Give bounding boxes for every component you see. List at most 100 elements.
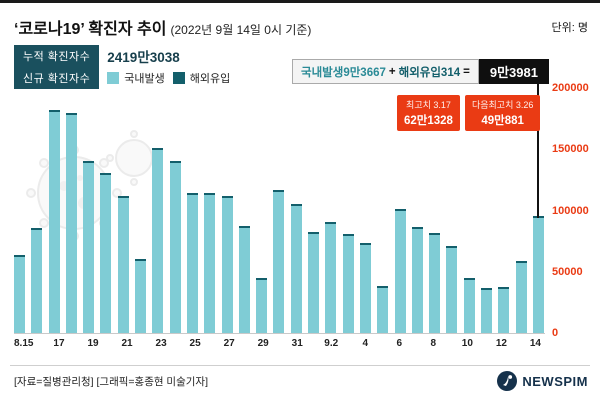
x-tick-8.29: 29 [257, 338, 269, 349]
x-tick-8.15: 8.15 [14, 338, 34, 349]
bar-8.16 [31, 228, 43, 333]
bar-9.11 [481, 288, 493, 333]
x-tick-8.31: 31 [291, 338, 303, 349]
peak-2-label: 다음최고치 3.26 [471, 100, 534, 110]
x-tick-9.6: 6 [396, 338, 403, 349]
footer-divider [10, 365, 590, 366]
newspim-logo-text: NEWSPIM [522, 373, 588, 389]
x-tick-8.25: 25 [189, 338, 201, 349]
today-callout: 국내발생9만3667 + 해외유입314 = 9만3981 [292, 59, 549, 84]
bar-8.25 [186, 192, 198, 333]
x-tick-9.13 [510, 338, 527, 349]
bar-8.19 [83, 161, 95, 333]
bar-9.8 [429, 232, 441, 333]
x-tick-9.8: 8 [430, 338, 437, 349]
bar-8.17 [48, 110, 60, 333]
bar-8.27 [221, 195, 233, 333]
x-tick-8.22 [136, 338, 153, 349]
bar-9.10 [463, 278, 475, 333]
y-tick-50000: 50000 [552, 265, 583, 278]
bar-9.6 [394, 209, 406, 333]
y-tick-150000: 150000 [552, 143, 589, 156]
bar-8.26 [204, 193, 216, 333]
x-tick-8.27: 27 [223, 338, 235, 349]
x-tick-9.11 [476, 338, 493, 349]
bar-9.1 [308, 231, 320, 333]
bar-9.9 [446, 246, 458, 333]
callout-pointer-line [537, 84, 539, 218]
cumulative-value: 2419만3038 [107, 50, 180, 65]
header: ‘코로나19’ 확진자 추이 (2022년 9월 14일 0시 기준) [14, 15, 311, 39]
x-tick-8.21: 21 [121, 338, 133, 349]
bar-8.24 [169, 160, 181, 333]
x-tick-9.5 [374, 338, 391, 349]
newspim-logo: NEWSPIM [497, 371, 588, 391]
x-tick-9.12: 12 [495, 338, 507, 349]
callout-domestic: 국내발생9만3667 [301, 66, 386, 79]
x-tick-8.18 [68, 338, 85, 349]
callout-plus: + [388, 65, 396, 78]
x-tick-8.23: 23 [155, 338, 167, 349]
y-tick-0: 0 [552, 327, 559, 339]
page-title: ‘코로나19’ 확진자 추이 [14, 21, 167, 38]
x-tick-9.14: 14 [529, 338, 541, 349]
y-tick-100000: 100000 [552, 204, 589, 217]
x-tick-8.24 [170, 338, 187, 349]
cumulative-row: 누적 확진자수 2419만3038 [14, 45, 180, 67]
x-tick-9.3 [340, 338, 357, 349]
domestic-legend-label: 국내발생 [124, 73, 165, 85]
bar-8.28 [238, 226, 250, 333]
cumulative-badge: 누적 확진자수 [14, 45, 100, 67]
bar-8.23 [152, 147, 164, 333]
bar-8.31 [290, 204, 302, 333]
peak-annotations: 최고치 3.17 62만1328 다음최고치 3.26 49만881 [397, 95, 541, 131]
x-tick-8.28 [238, 338, 255, 349]
bar-8.15 [14, 255, 25, 333]
x-tick-9.2: 9.2 [324, 338, 339, 349]
bar-8.30 [273, 189, 285, 333]
bar-9.12 [498, 286, 510, 333]
x-axis-line [14, 333, 545, 334]
bar-9.14 [532, 216, 544, 333]
bar-8.18 [65, 112, 77, 333]
x-tick-9.10: 10 [461, 338, 473, 349]
peak-1-label: 최고치 3.17 [406, 100, 451, 110]
x-tick-9.9 [442, 338, 459, 349]
callout-equals: = [463, 65, 470, 78]
imported-swatch-icon [172, 72, 185, 84]
bar-9.4 [359, 243, 371, 333]
page-subtitle: (2022년 9월 14일 0시 기준) [170, 23, 312, 37]
bar-8.21 [117, 195, 129, 333]
y-axis: 0 50000 100000 150000 200000 [552, 82, 598, 339]
x-tick-8.20 [102, 338, 119, 349]
unit-label: 단위: 명 [551, 22, 588, 34]
new-cases-badge: 신규 확진자수 [14, 67, 100, 89]
x-tick-8.16 [33, 338, 50, 349]
imported-legend-label: 해외유입 [189, 73, 231, 85]
peak-box-2: 다음최고치 3.26 49만881 [464, 95, 541, 131]
bar-9.3 [342, 233, 354, 333]
x-tick-9.4: 4 [362, 338, 369, 349]
bar-8.20 [100, 172, 112, 333]
domestic-swatch-icon [107, 72, 120, 84]
x-tick-9.7 [408, 338, 425, 349]
bar-9.7 [411, 226, 423, 333]
peak-2-value: 49만881 [481, 115, 524, 127]
bar-9.13 [515, 261, 527, 333]
callout-imported: 해외유입314 [398, 66, 461, 79]
callout-total: 9만3981 [478, 59, 549, 84]
today-callout-box: 국내발생9만3667 + 해외유입314 = [292, 59, 479, 84]
bar-8.22 [135, 259, 147, 333]
x-tick-9.1 [306, 338, 323, 349]
source-credit: [자료=질병관리청] [그래픽=홍종현 미술기자] [14, 376, 208, 388]
bar-8.29 [256, 278, 268, 333]
bar-chart [14, 88, 544, 333]
x-tick-8.26 [204, 338, 221, 349]
bar-9.2 [325, 221, 337, 333]
peak-box-1: 최고치 3.17 62만1328 [397, 95, 460, 131]
x-axis-labels: 8.15 17 19 21 23 25 27 29 31 9.2 4 6 8 10 12 14 [14, 338, 544, 349]
newspim-logo-icon [497, 371, 518, 391]
x-tick-8.17: 17 [53, 338, 65, 349]
bar-9.5 [377, 286, 389, 333]
new-cases-legend: 신규 확진자수 국내발생 해외유입 [14, 67, 230, 89]
